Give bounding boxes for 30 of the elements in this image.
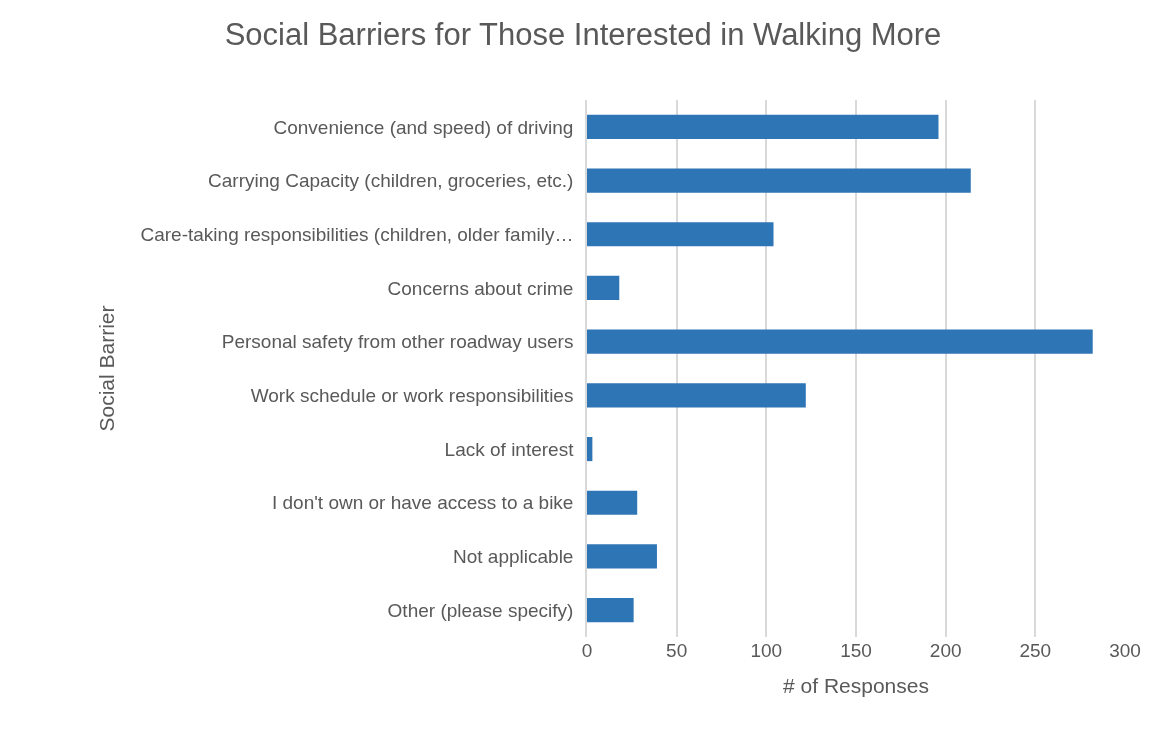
bar bbox=[587, 544, 657, 569]
bar bbox=[587, 168, 971, 193]
x-tick-label: 100 bbox=[750, 640, 783, 661]
y-tick-label: I don't own or have access to a bike bbox=[271, 492, 574, 514]
y-tick-label: Work schedule or work responsibilities bbox=[250, 385, 574, 406]
y-tick-label: Other (please specify) bbox=[387, 599, 574, 621]
y-tick-label: Care-taking responsibilities (children, older family… bbox=[140, 223, 574, 245]
bar bbox=[587, 598, 634, 623]
bar bbox=[587, 222, 774, 247]
x-tick-label: 0 bbox=[581, 640, 593, 661]
y-tick-label: Concerns about crime bbox=[387, 277, 574, 299]
y-tick-label: Convenience (and speed) of driving bbox=[273, 116, 574, 138]
y-tick-label: Not applicable bbox=[453, 546, 574, 568]
y-axis-title: Social Barrier bbox=[95, 305, 119, 432]
bar bbox=[587, 436, 593, 462]
bar bbox=[587, 383, 806, 408]
y-tick-label: Lack of interest bbox=[444, 438, 575, 460]
x-tick-label: 200 bbox=[929, 640, 962, 661]
bar bbox=[587, 275, 620, 301]
y-tick-label: Carrying Capacity (children, groceries, etc.) bbox=[208, 170, 574, 192]
bar bbox=[587, 114, 939, 139]
bar bbox=[587, 329, 1093, 354]
y-tick-label: Personal safety from other roadway users bbox=[221, 331, 574, 353]
bar bbox=[587, 490, 638, 515]
x-tick-label: 250 bbox=[1019, 640, 1052, 661]
x-tick-label: 50 bbox=[666, 640, 688, 661]
x-axis-title: # of Responses bbox=[783, 674, 929, 698]
chart-title: Social Barriers for Those Interested in Walking More bbox=[224, 16, 942, 52]
x-tick-label: 150 bbox=[840, 640, 872, 661]
x-tick-label: 300 bbox=[1109, 640, 1141, 661]
